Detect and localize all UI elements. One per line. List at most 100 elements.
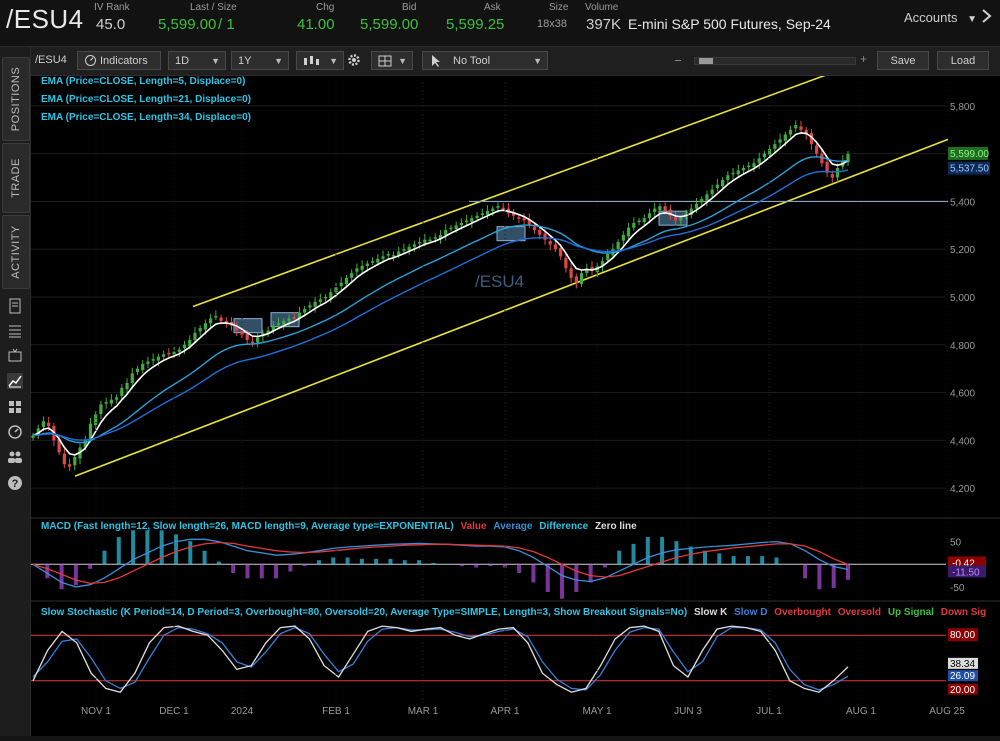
candle-up <box>31 435 35 438</box>
price-tick-label: 5,200 <box>950 245 975 256</box>
interval-select[interactable]: 1D ▼ <box>168 51 226 70</box>
chart-canvas[interactable]: 4,2004,4004,6004,8005,0005,2005,4005,600… <box>31 71 1000 736</box>
bid-value[interactable]: 5,599.00 <box>360 16 419 33</box>
candle-up <box>282 320 286 325</box>
accounts-menu[interactable]: Accounts ▼ <box>904 10 977 25</box>
candlestick-icon <box>303 55 321 74</box>
candle-up <box>376 258 380 263</box>
candle-down <box>501 207 505 210</box>
candle-down <box>245 333 249 340</box>
candle-up <box>182 344 187 349</box>
layout-select[interactable]: ▼ <box>371 51 413 70</box>
chart-style-select[interactable]: ▼ <box>296 51 344 70</box>
zoom-slider[interactable] <box>694 57 856 65</box>
candle-up <box>412 244 416 247</box>
symbol-title[interactable]: /ESU4 <box>6 4 84 34</box>
zoom-out-icon[interactable] <box>675 60 681 61</box>
chart-icon[interactable] <box>7 373 23 389</box>
candle-down <box>548 241 552 245</box>
candle-up <box>381 256 385 259</box>
candle-down <box>809 133 814 145</box>
toolbar-symbol[interactable]: /ESU4 <box>35 54 67 66</box>
candle-up <box>731 172 735 175</box>
overbought-tick-label: 80.00 <box>950 630 975 641</box>
volume-label: Volume <box>585 2 619 13</box>
candle-up <box>783 134 787 141</box>
candle-up <box>193 332 197 340</box>
macd-histogram-bar <box>216 561 221 565</box>
account-switch-icon[interactable] <box>980 8 994 24</box>
macd-histogram-bar <box>459 564 464 567</box>
slow-k-tag <box>948 657 978 669</box>
candle-up <box>214 316 218 318</box>
tv-icon[interactable] <box>7 348 23 364</box>
indicators-button[interactable]: Indicators <box>77 51 161 70</box>
chevron-down-icon: ▼ <box>274 56 283 66</box>
load-button[interactable]: Load <box>937 51 989 70</box>
macd-histogram-bar <box>173 534 178 565</box>
macd-histogram-bar <box>73 564 78 586</box>
gap-highlight-box <box>496 226 526 242</box>
candle-up <box>402 249 406 251</box>
list-icon[interactable] <box>7 323 23 339</box>
gauge-icon[interactable] <box>7 424 23 440</box>
last-size-label: Last / Size <box>190 2 237 13</box>
chart-area[interactable]: 4,2004,4004,6004,8005,0005,2005,4005,600… <box>31 71 1000 736</box>
ask-label: Ask <box>484 2 501 13</box>
grid-layout-icon <box>378 55 392 74</box>
price-tick-label: 4,600 <box>950 389 975 400</box>
slow-k-label: 38.34 <box>950 659 975 670</box>
zoom-in-icon[interactable]: + <box>860 52 868 66</box>
tab-trade[interactable]: TRADE <box>2 143 30 213</box>
candle-up <box>130 373 134 383</box>
macd-histogram-bar <box>674 541 679 565</box>
candle-down <box>815 145 819 154</box>
macd-histogram-bar <box>116 537 121 565</box>
tab-positions[interactable]: POSITIONS <box>2 57 30 141</box>
tab-activity-label: ACTIVITY <box>10 225 22 279</box>
date-tick-label: MAY 1 <box>582 706 612 717</box>
candle-up <box>344 277 349 285</box>
people-icon[interactable] <box>7 449 23 465</box>
macd-value-label: -11.50 <box>952 567 980 578</box>
macd-histogram-bar <box>345 557 350 565</box>
candle-up <box>313 301 317 307</box>
macd-histogram-bar <box>159 530 164 565</box>
grid-icon[interactable] <box>7 399 23 415</box>
macd-histogram-bar <box>402 560 407 565</box>
macd-histogram-bar <box>59 564 64 590</box>
candle-down <box>517 217 521 219</box>
macd-histogram-bar <box>617 550 622 565</box>
macd-histogram-bar <box>445 564 450 565</box>
macd-tick-label: 50 <box>950 538 962 549</box>
ema5-line <box>32 132 849 456</box>
macd-histogram-bar <box>760 556 765 565</box>
candle-up <box>256 337 260 343</box>
tab-activity[interactable]: ACTIVITY <box>2 215 30 289</box>
macd-legend: MACD (Fast length=12, Slow length=26, MA… <box>41 521 637 532</box>
range-select[interactable]: 1Y ▼ <box>231 51 289 70</box>
gear-icon[interactable] <box>347 53 361 67</box>
candle-down <box>564 257 568 269</box>
candle-up <box>172 351 176 355</box>
chevron-down-icon: ▼ <box>329 56 338 66</box>
date-tick-label: NOV 1 <box>81 706 111 717</box>
slow-d-tag <box>948 670 978 682</box>
macd-histogram-bar <box>717 553 722 565</box>
candle-down <box>825 161 829 173</box>
document-icon[interactable] <box>7 298 23 314</box>
gap-highlight-box <box>233 318 263 334</box>
candle-up <box>350 273 354 278</box>
macd-histogram-bar <box>245 564 250 579</box>
zoom-slider-thumb[interactable] <box>699 58 713 64</box>
quote-bar: /ESU4 IV Rank 45.0 Last / Size 5,599.00 … <box>0 0 1000 47</box>
macd-histogram-bar <box>288 564 293 572</box>
drawing-tool-select[interactable]: No Tool ▼ <box>422 51 548 70</box>
ask-value[interactable]: 5,599.25 <box>446 16 505 33</box>
candle-up <box>762 153 767 158</box>
iv-rank-value: 45.0 <box>96 16 126 33</box>
last-price-tag <box>948 146 988 160</box>
save-button[interactable]: Save <box>877 51 929 70</box>
candle-up <box>694 203 699 209</box>
help-icon[interactable]: ? <box>7 475 23 491</box>
